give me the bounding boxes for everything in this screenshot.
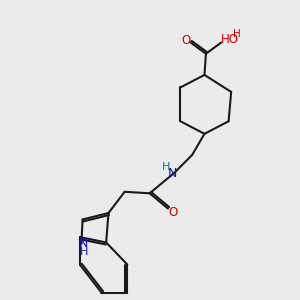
Text: HO: HO bbox=[220, 33, 238, 46]
Text: O: O bbox=[181, 34, 190, 47]
Text: H: H bbox=[233, 29, 240, 39]
Text: H: H bbox=[161, 162, 170, 172]
Text: N: N bbox=[168, 167, 177, 180]
Text: H: H bbox=[80, 247, 88, 257]
Text: O: O bbox=[169, 206, 178, 219]
Text: N: N bbox=[79, 237, 88, 250]
